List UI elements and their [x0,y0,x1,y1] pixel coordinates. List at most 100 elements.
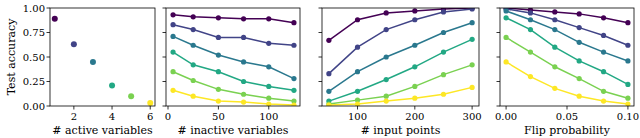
marker [625,101,630,106]
x-axis-label: # active variables [52,124,153,137]
x-tick [414,106,415,110]
marker [170,34,175,39]
frame [322,8,479,106]
marker [552,9,557,14]
marker [412,43,417,48]
marker [601,89,606,94]
marker [625,58,630,63]
marker [241,99,246,104]
y-tick [47,32,51,33]
x-tick [150,106,151,110]
plot-data [52,16,153,106]
marker [266,84,271,89]
marker [216,35,221,40]
marker [528,17,533,22]
marker [441,92,446,97]
marker [577,40,582,45]
marker [470,85,475,90]
x-tick [268,106,269,110]
marker [266,101,271,106]
x-tick [168,106,169,110]
marker [170,69,175,74]
line [506,18,628,85]
marker [412,84,417,89]
line [506,8,628,23]
marker [266,41,271,46]
marker [412,8,417,13]
marker [528,50,533,55]
marker [441,72,446,77]
x-axis-label: # inactive variables [177,124,288,137]
marker [625,96,630,101]
panel: 050100# inactive variables [163,8,301,137]
point [128,93,134,99]
x-tick [357,106,358,110]
marker [326,71,331,76]
marker [552,64,557,69]
marker [412,64,417,69]
line [173,15,294,23]
panel: 0.000.050.10Flip probability [495,5,639,137]
plot-data [503,8,630,106]
marker [601,50,606,55]
y-tick-label: 0.00 [23,101,45,112]
x-tick [73,106,74,110]
line [173,72,294,101]
y-tick-label: 0.50 [23,52,45,63]
line [506,37,628,98]
marker [441,9,446,14]
marker [266,64,271,69]
marker [191,78,196,83]
x-tick-label: 2 [71,111,77,122]
marker [326,89,331,94]
line [173,25,294,46]
marker [355,69,360,74]
line [173,52,294,90]
figure: 0.000.250.500.751.00246# active variable… [0,0,640,138]
marker [412,96,417,101]
marker [355,101,360,106]
marker [384,10,389,15]
y-tick [497,8,501,9]
marker [291,88,296,93]
marker [470,8,475,12]
marker [216,87,221,92]
marker [552,45,557,50]
marker [291,102,296,106]
y-tick [47,106,51,107]
y-tick [497,57,501,58]
marker [412,17,417,22]
y-tick [47,8,51,9]
x-tick-label: 200 [405,111,424,122]
y-tick [163,32,167,33]
marker [216,69,221,74]
y-tick [497,106,501,107]
marker [577,94,582,99]
y-axis-label: Test accuracy [5,18,18,95]
marker [470,20,475,25]
marker [552,17,557,22]
marker [441,50,446,55]
y-tick [319,106,323,107]
x-tick [472,106,473,110]
marker [241,79,246,84]
y-tick [163,8,167,9]
marker [170,22,175,27]
line [329,9,472,74]
marker [326,102,331,106]
x-tick [567,106,568,110]
y-tick [319,32,323,33]
marker [384,27,389,32]
point [109,82,115,88]
marker [625,43,630,48]
marker [216,52,221,57]
y-tick [163,57,167,58]
marker [191,14,196,19]
marker [470,62,475,67]
y-tick [319,57,323,58]
marker [326,101,331,106]
y-tick [497,32,501,33]
y-tick [319,8,323,9]
point [147,100,153,106]
x-tick-label: 0 [165,111,171,122]
